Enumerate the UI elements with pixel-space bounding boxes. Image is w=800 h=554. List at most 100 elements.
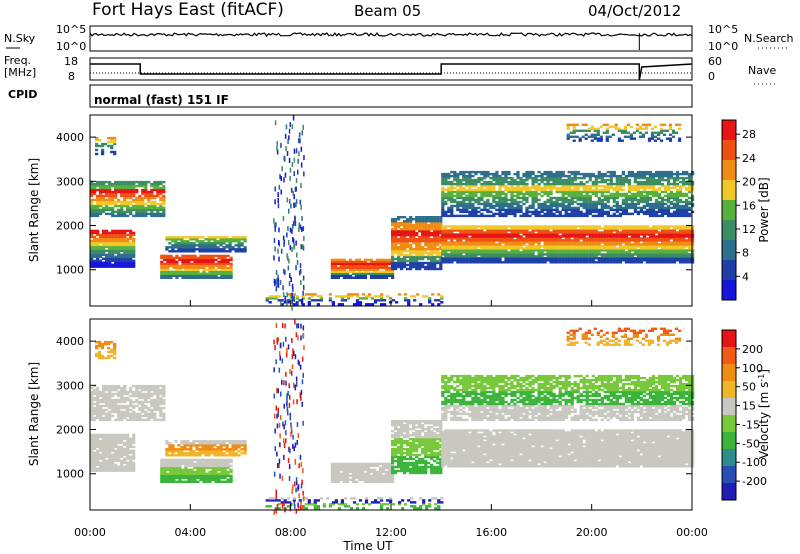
data-cell [447,225,451,228]
data-cell [375,266,380,270]
data-cell [543,233,547,236]
data-cell [614,123,618,126]
data-cell [561,182,565,186]
data-cell [627,249,631,252]
data-cell [648,204,653,208]
data-cell [570,200,574,204]
data-cell [132,259,136,262]
data-cell [450,188,454,192]
data-cell [642,186,646,190]
data-cell [439,245,443,249]
data-cell [107,140,111,144]
data-cell [441,202,445,206]
data-cell [599,125,603,128]
data-cell [663,259,668,262]
data-cell [169,260,173,264]
data-cell [682,261,686,264]
data-cell [465,188,469,192]
data-cell [528,243,532,246]
data-cell [582,255,586,258]
data-cell [207,240,211,243]
data-cell [483,245,487,248]
data-cell [440,295,444,298]
data-cell [437,303,441,306]
data-cell [525,245,529,248]
data-cell [657,249,662,252]
data-cell [477,214,481,218]
data-cell [645,194,649,198]
data-cell [579,182,583,186]
data-cell [214,268,218,271]
data-cell [519,200,523,204]
data-cell [208,274,212,277]
data-cell [430,241,434,245]
data-cell [90,257,94,260]
data-cell [585,233,589,236]
data-cell [129,261,133,264]
data-cell [642,257,646,260]
data-cell [516,241,520,244]
data-cell [618,243,622,246]
data-cell [462,176,466,180]
data-cell [525,257,529,260]
data-cell [600,247,604,250]
data-cell [591,229,595,232]
data-cell [630,198,634,202]
data-cell [412,257,416,261]
data-cell [621,210,625,214]
data-cell [385,270,389,273]
data-cell [465,247,469,250]
nsky-tick-bottom: 10^0 [56,40,86,53]
data-cell [436,239,440,243]
data-cell [537,259,541,262]
data-cell [178,258,182,262]
data-cell [135,184,139,188]
data-cell [618,247,622,250]
data-cell [441,204,445,208]
data-cell [422,295,426,298]
data-cell [234,244,238,247]
data-cell [110,140,114,144]
data-cell [609,172,613,176]
data-cell [605,137,609,140]
data-cell [465,204,469,208]
data-cell [132,186,136,190]
data-cell [228,246,232,249]
data-cell [657,245,662,248]
data-cell [525,225,529,228]
data-cell [132,206,136,210]
data-cell [135,188,139,192]
data-cell [468,196,472,200]
data-cell [295,295,299,298]
data-cell [198,248,202,251]
data-cell [525,214,529,218]
data-cell [663,172,668,176]
data-cell [391,228,395,231]
data-cell [558,247,562,250]
data-cell [633,231,637,234]
freq-tick-top: 18 [64,55,78,68]
data-cell [196,274,200,277]
data-cell [102,188,106,192]
data-cell [564,235,568,238]
data-cell [111,253,115,256]
data-cell [552,235,556,238]
data-cell [552,231,556,234]
data-cell [175,276,179,279]
data-cell [585,255,589,258]
data-cell [528,237,532,240]
data-cell [471,245,475,248]
data-cell [465,184,469,188]
data-cell [546,235,550,238]
data-cell [138,214,142,218]
data-cell [477,225,481,228]
data-cell [436,259,440,263]
data-cell [409,265,413,269]
data-cell [357,266,362,270]
data-cell [380,293,384,296]
data-cell [688,245,692,248]
data-cell [382,258,386,262]
data-cell [531,231,535,234]
data-cell [477,186,481,190]
data-cell [630,239,634,242]
